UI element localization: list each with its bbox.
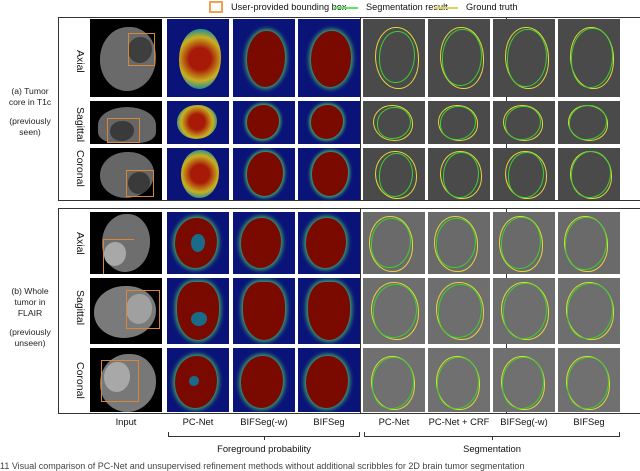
group-a-label-line: core in T1c	[8, 97, 52, 107]
segmentation-legend-label: Segmentation result	[366, 2, 448, 12]
probability-map	[233, 278, 295, 344]
group-b-label-line: unseen)	[14, 338, 46, 348]
column-header-bifseg-seg: BIFSeg	[573, 416, 605, 427]
group-b-label: (b) Whole tumor in FLAIR (previously uns…	[0, 286, 60, 349]
row-label-coronal: Coronal	[74, 362, 86, 399]
input-image	[90, 101, 162, 144]
column-header-pcnet-prob: PC-Net	[182, 416, 214, 427]
probability-map	[233, 148, 295, 200]
panel-a-seg-frame	[360, 17, 640, 201]
column-header-bifseg-w-seg: BIFSeg(-w)	[500, 416, 548, 427]
segmentation-brace	[364, 432, 620, 437]
segmentation-overlay	[363, 101, 425, 144]
row-label-axial: Axial	[74, 232, 86, 255]
row-label-coronal: Coronal	[74, 150, 86, 187]
segmentation-overlay	[558, 101, 620, 144]
segmentation-overlay	[363, 348, 425, 412]
group-label-foreground-probability: Foreground probability	[217, 443, 311, 454]
probability-map	[167, 212, 229, 274]
brace-tick	[264, 437, 265, 440]
bbox-legend-label: User-provided bounding box	[231, 2, 347, 12]
segmentation-overlay	[363, 19, 425, 97]
group-a-label-line: seen)	[19, 127, 41, 137]
segmentation-overlay	[428, 19, 490, 97]
column-header-pcnet-crf-seg: PC-Net + CRF	[428, 416, 490, 427]
column-header-bifseg-prob: BIFSeg	[313, 416, 345, 427]
bounding-box	[101, 360, 139, 402]
segmentation-overlay	[428, 101, 490, 144]
bounding-box	[126, 170, 154, 197]
legend: User-provided bounding box Segmentation …	[0, 1, 640, 15]
group-a-label-line: (a) Tumor	[11, 86, 49, 96]
probability-map	[167, 278, 229, 344]
segmentation-overlay	[363, 212, 425, 274]
group-a-label: (a) Tumor core in T1c (previously seen)	[0, 86, 60, 138]
segmentation-overlay	[363, 148, 425, 200]
segmentation-overlay	[493, 101, 555, 144]
panel-b-seg-frame	[360, 208, 640, 414]
input-image	[90, 348, 162, 412]
column-header-bifseg-w-prob: BIFSeg(-w)	[240, 416, 288, 427]
segmentation-overlay	[493, 212, 555, 274]
row-label-sagittal: Sagittal	[74, 290, 86, 326]
probability-map	[233, 348, 295, 412]
segmentation-legend-line	[334, 7, 358, 9]
foreground-probability-brace	[168, 432, 360, 437]
probability-map	[233, 19, 295, 97]
group-b-label-line: (previously	[9, 327, 51, 337]
column-header-pcnet-seg: PC-Net	[378, 416, 410, 427]
input-image	[90, 19, 162, 97]
bounding-box	[128, 33, 155, 66]
group-b-label-line: (b) Whole	[11, 286, 49, 296]
input-image	[90, 278, 162, 344]
segmentation-overlay	[493, 278, 555, 344]
bbox-legend-swatch	[209, 1, 223, 13]
group-b-label-line: FLAIR	[17, 308, 43, 318]
group-b-label-line: tumor in	[14, 297, 46, 307]
segmentation-overlay	[558, 19, 620, 97]
probability-map	[298, 348, 360, 412]
bounding-box	[107, 118, 140, 143]
figure-caption: 11 Visual comparison of PC-Net and unsup…	[0, 461, 525, 471]
segmentation-overlay	[493, 348, 555, 412]
probability-map	[167, 101, 229, 144]
segmentation-overlay	[428, 212, 490, 274]
segmentation-overlay	[493, 148, 555, 200]
input-image	[90, 148, 162, 200]
segmentation-overlay	[558, 348, 620, 412]
probability-map	[298, 148, 360, 200]
probability-map	[167, 19, 229, 97]
probability-map	[298, 101, 360, 144]
probability-map	[298, 19, 360, 97]
ground-truth-legend-line	[434, 7, 458, 9]
probability-map	[167, 348, 229, 412]
probability-map	[167, 148, 229, 200]
bounding-box	[126, 290, 160, 329]
column-header-input: Input	[115, 416, 137, 427]
probability-map	[298, 212, 360, 274]
segmentation-overlay	[558, 148, 620, 200]
brace-tick	[492, 437, 493, 440]
probability-map	[298, 278, 360, 344]
bounding-box	[103, 239, 134, 274]
segmentation-overlay	[363, 278, 425, 344]
group-label-segmentation: Segmentation	[463, 443, 521, 454]
probability-map	[233, 101, 295, 144]
segmentation-overlay	[558, 212, 620, 274]
row-label-axial: Axial	[74, 50, 86, 73]
ground-truth-legend-label: Ground truth	[466, 2, 518, 12]
input-image	[90, 212, 162, 274]
segmentation-overlay	[558, 278, 620, 344]
segmentation-overlay	[428, 348, 490, 412]
probability-map	[233, 212, 295, 274]
segmentation-overlay	[493, 19, 555, 97]
group-a-label-line: (previously	[9, 116, 51, 126]
segmentation-overlay	[428, 278, 490, 344]
segmentation-overlay	[428, 148, 490, 200]
row-label-sagittal: Sagittal	[74, 107, 86, 143]
